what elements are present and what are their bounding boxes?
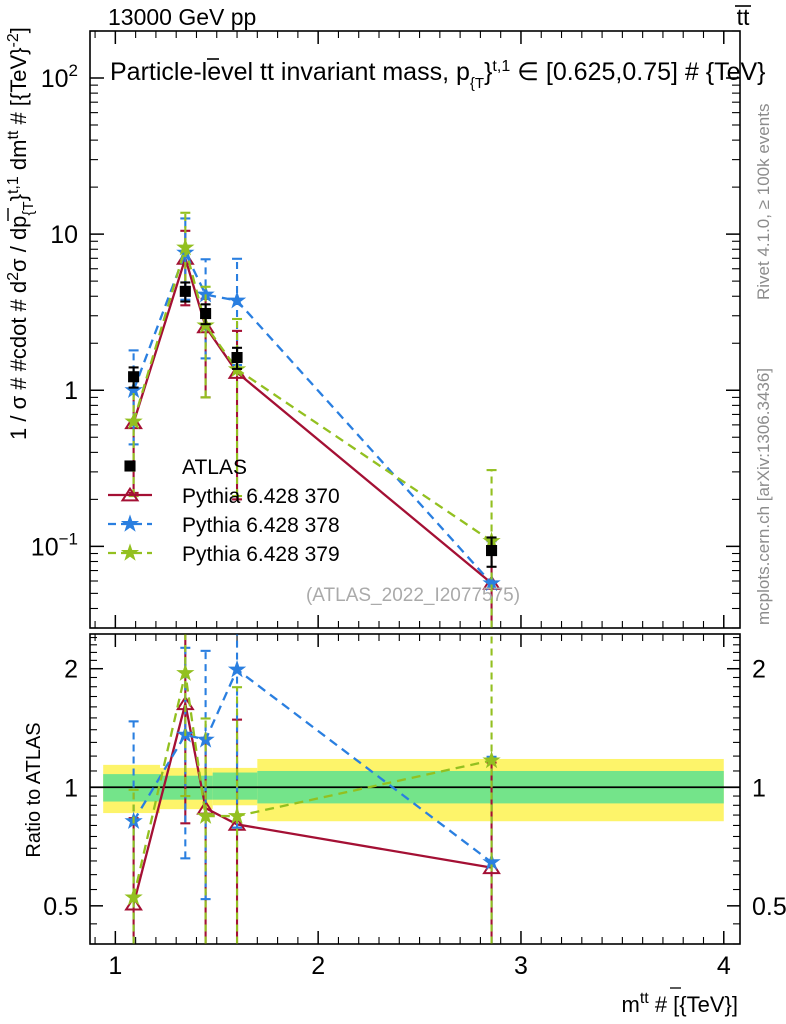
x-axis-title: mtt # [{TeV}] xyxy=(621,987,738,1017)
main-panel-frame xyxy=(89,30,741,629)
main-data-series xyxy=(124,211,501,628)
ratio-data-series xyxy=(124,634,501,944)
legend-label: Pythia 6.428 370 xyxy=(182,485,340,508)
marker-star xyxy=(124,887,143,906)
marker-square xyxy=(200,307,212,320)
legend-label: Pythia 6.428 379 xyxy=(182,543,340,566)
legend-label: ATLAS xyxy=(182,456,247,479)
process-label: tt xyxy=(735,4,751,30)
marker-star xyxy=(176,663,195,681)
marker-star xyxy=(227,291,247,309)
ratio-y-tick-labels: 2 2 1 1 0.5 0.5 xyxy=(43,656,786,921)
marker-star xyxy=(196,806,215,824)
main-frame-rect xyxy=(89,30,741,629)
ratio-y-tick-label-right: 1 xyxy=(752,774,766,802)
svg-text:mtt # [{TeV}]: mtt # [{TeV}] xyxy=(621,990,738,1017)
y-tick-label: 102 xyxy=(41,61,78,93)
marker-square xyxy=(486,545,498,557)
legend[interactable]: ATLAS Pythia 6.428 370 Pythia 6.428 378 Pyt… xyxy=(108,456,340,566)
ratio-y-tick-label: 0.5 xyxy=(43,893,78,921)
svg-text:Particle-level tt invariant ma: Particle-level tt invariant mass, p{T}t,… xyxy=(110,58,766,92)
series-line xyxy=(132,672,492,898)
main-y-tick-labels: 102 10 1 10−1 xyxy=(31,61,78,561)
marker-star xyxy=(124,411,143,430)
marker-star xyxy=(227,659,247,678)
marker-square xyxy=(128,371,140,383)
marker-square xyxy=(179,285,191,297)
analysis-id-watermark: (ATLAS_2022_I2077575) xyxy=(306,585,520,606)
y-axis-title: 1 / σ # #cdot # d2σ / dp{T}t,1 dmtt # [{… xyxy=(5,27,37,440)
marker-star xyxy=(227,806,247,824)
marker-star xyxy=(176,237,195,256)
marker-star xyxy=(120,543,140,561)
marker-square xyxy=(231,351,243,364)
y-tick-label: 1 xyxy=(64,377,78,405)
y-tick-label: 10−1 xyxy=(31,529,78,561)
rivet-version-label: Rivet 4.1.0, ≥ 100k events xyxy=(754,104,773,300)
legend-item-pythia-6-428-370[interactable]: Pythia 6.428 370 xyxy=(108,485,340,508)
x-tick-label: 1 xyxy=(108,952,122,980)
marker-star xyxy=(482,750,501,769)
y-tick-label: 10 xyxy=(50,221,78,249)
mcplots-attribution-label: mcplots.cern.ch [arXiv:1306.3436] xyxy=(754,368,773,625)
svg-text:1 / σ # #cdot # d2σ / dp{T}t,1: 1 / σ # #cdot # d2σ / dp{T}t,1 dmtt # [{… xyxy=(5,27,37,440)
marker-star xyxy=(120,514,140,532)
ratio-uncertainty-bands xyxy=(90,758,740,822)
marker-square xyxy=(124,460,136,472)
ratio-axis-title: Ratio to ATLAS xyxy=(23,722,45,857)
ratio-panel-frame xyxy=(89,633,741,945)
ratio-y-tick-label-right: 2 xyxy=(752,656,766,684)
ratio-band-inner xyxy=(212,772,258,800)
main-axis-ticks xyxy=(90,30,740,629)
legend-item-pythia-6-428-378[interactable]: Pythia 6.428 378 xyxy=(108,514,340,537)
svg-text:tt: tt xyxy=(737,4,750,30)
x-tick-label: 2 xyxy=(311,952,325,980)
ratio-y-tick-label: 2 xyxy=(64,656,78,684)
ratio-y-tick-label: 1 xyxy=(64,774,78,802)
ratio-y-tick-label-right: 0.5 xyxy=(752,893,786,921)
series-line xyxy=(132,249,493,585)
beam-energy-label: 13000 GeV pp xyxy=(108,4,256,30)
legend-item-atlas[interactable]: ATLAS xyxy=(124,456,247,479)
x-tick-labels: 1 2 3 4 xyxy=(108,952,730,980)
marker-triangle xyxy=(120,486,140,502)
plot-title: Particle-level tt invariant mass, p{T}t,… xyxy=(110,58,766,92)
legend-label: Pythia 6.428 378 xyxy=(182,514,340,537)
x-tick-label: 4 xyxy=(717,952,731,980)
ratio-axis-ticks xyxy=(90,634,740,945)
x-tick-label: 3 xyxy=(514,952,528,980)
ratio-frame-rect xyxy=(89,633,741,945)
legend-item-pythia-6-428-379[interactable]: Pythia 6.428 379 xyxy=(108,543,340,566)
